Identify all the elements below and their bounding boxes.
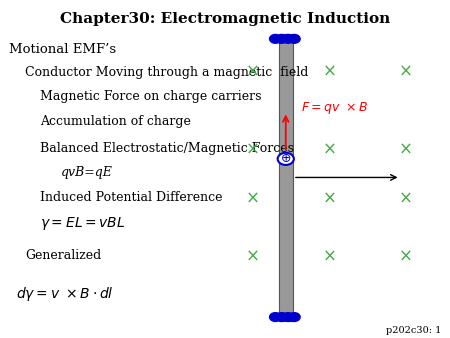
- Text: $\times$: $\times$: [398, 62, 412, 80]
- Circle shape: [278, 153, 294, 165]
- Text: $\mathit{F} = qv\ \times \mathit{B}$: $\mathit{F} = qv\ \times \mathit{B}$: [301, 100, 368, 116]
- Circle shape: [270, 313, 281, 321]
- Text: $\times$: $\times$: [398, 189, 412, 207]
- Text: $d\gamma = v\ \times B \cdot dl$: $d\gamma = v\ \times B \cdot dl$: [16, 285, 113, 303]
- Text: $\times$: $\times$: [398, 140, 412, 158]
- Text: $\times$: $\times$: [322, 246, 335, 264]
- Text: $\times$: $\times$: [245, 62, 259, 80]
- Text: $\gamma$$= EL = vBL$: $\gamma$$= EL = vBL$: [40, 215, 126, 232]
- Text: $\times$: $\times$: [398, 246, 412, 264]
- Text: $\times$: $\times$: [322, 140, 335, 158]
- Text: Generalized: Generalized: [25, 249, 101, 262]
- Circle shape: [288, 313, 300, 321]
- Circle shape: [288, 34, 300, 43]
- Circle shape: [282, 313, 294, 321]
- Circle shape: [282, 34, 294, 43]
- Bar: [279, 34, 293, 321]
- Circle shape: [276, 313, 288, 321]
- Text: $\times$: $\times$: [322, 189, 335, 207]
- Text: p202c30: 1: p202c30: 1: [386, 325, 441, 335]
- Text: $\times$: $\times$: [245, 189, 259, 207]
- Text: qvB=qE: qvB=qE: [61, 166, 112, 179]
- Text: Magnetic Force on charge carriers: Magnetic Force on charge carriers: [40, 90, 262, 103]
- Text: Chapter30: Electromagnetic Induction: Chapter30: Electromagnetic Induction: [60, 12, 390, 26]
- Text: Conductor Moving through a magnetic  field: Conductor Moving through a magnetic fiel…: [25, 66, 308, 79]
- Text: $\times$: $\times$: [245, 140, 259, 158]
- Text: $\times$: $\times$: [245, 246, 259, 264]
- Circle shape: [270, 34, 281, 43]
- Text: $\times$: $\times$: [322, 62, 335, 80]
- Text: Induced Potential Difference: Induced Potential Difference: [40, 191, 223, 204]
- Text: Motional EMF’s: Motional EMF’s: [9, 43, 116, 55]
- Text: Accumulation of charge: Accumulation of charge: [40, 115, 191, 128]
- Circle shape: [276, 34, 288, 43]
- Text: $\oplus$: $\oplus$: [280, 152, 292, 165]
- Text: Balanced Electrostatic/Magnetic Forces: Balanced Electrostatic/Magnetic Forces: [40, 142, 294, 155]
